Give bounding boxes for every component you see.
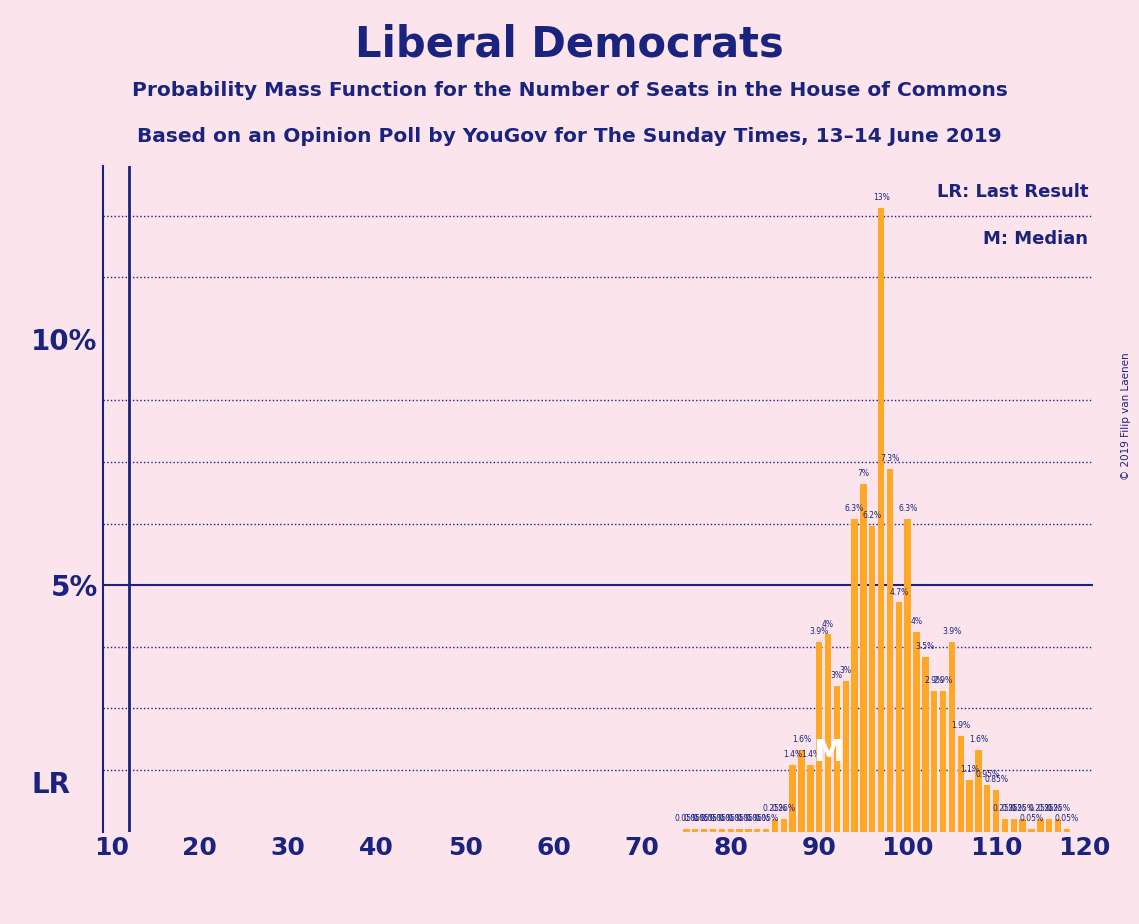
Text: 0.05%: 0.05% [719, 814, 743, 823]
Bar [984, 784, 991, 832]
Bar [895, 602, 902, 832]
Bar [904, 518, 911, 832]
Bar [878, 208, 884, 832]
Bar [869, 526, 876, 832]
Text: 0.25%: 0.25% [1002, 805, 1026, 813]
Text: 4%: 4% [822, 620, 834, 628]
Text: Probability Mass Function for the Number of Seats in the House of Commons: Probability Mass Function for the Number… [132, 81, 1007, 101]
Text: 1.9%: 1.9% [951, 721, 970, 730]
Bar [975, 750, 982, 832]
Text: 1.6%: 1.6% [792, 736, 811, 745]
Text: 0.05%: 0.05% [693, 814, 716, 823]
Text: 1.4%: 1.4% [801, 750, 820, 760]
Bar [966, 780, 973, 832]
Bar [693, 829, 698, 832]
Bar [710, 829, 716, 832]
Bar [940, 691, 947, 832]
Bar [851, 518, 858, 832]
Bar [798, 750, 804, 832]
Bar [683, 829, 689, 832]
Bar [763, 829, 769, 832]
Bar [1038, 820, 1043, 832]
Text: M: M [813, 738, 843, 767]
Text: 0.25%: 0.25% [763, 805, 787, 813]
Text: 3%: 3% [830, 672, 843, 680]
Bar [745, 829, 752, 832]
Bar [719, 829, 726, 832]
Bar [1046, 820, 1052, 832]
Text: 1.6%: 1.6% [969, 736, 988, 745]
Text: 0.05%: 0.05% [1019, 814, 1043, 823]
Text: 0.95%: 0.95% [975, 770, 999, 779]
Text: 0.25%: 0.25% [1046, 805, 1070, 813]
Text: 2.9%: 2.9% [934, 676, 952, 686]
Bar [887, 469, 893, 832]
Bar [825, 635, 831, 832]
Text: 0.05%: 0.05% [754, 814, 778, 823]
Bar [789, 765, 796, 832]
Text: 6.3%: 6.3% [845, 504, 865, 513]
Text: Liberal Democrats: Liberal Democrats [355, 23, 784, 65]
Text: 0.25%: 0.25% [1010, 805, 1034, 813]
Text: 3.5%: 3.5% [916, 642, 935, 650]
Bar [913, 632, 919, 832]
Bar [1010, 820, 1017, 832]
Text: LR: Last Result: LR: Last Result [937, 183, 1089, 201]
Bar [780, 819, 787, 832]
Bar [843, 681, 849, 832]
Text: 0.26%: 0.26% [772, 804, 796, 813]
Text: 4.7%: 4.7% [890, 588, 909, 597]
Text: 4%: 4% [910, 617, 923, 626]
Text: 0.25%: 0.25% [993, 805, 1017, 813]
Text: 3%: 3% [839, 666, 852, 675]
Bar [1019, 820, 1026, 832]
Text: 13%: 13% [872, 193, 890, 202]
Bar [931, 691, 937, 832]
Text: M: Median: M: Median [983, 229, 1089, 248]
Bar [754, 829, 761, 832]
Text: 2.9%: 2.9% [925, 676, 944, 686]
Bar [816, 642, 822, 832]
Text: 0.05%: 0.05% [1055, 814, 1079, 823]
Text: Based on an Opinion Poll by YouGov for The Sunday Times, 13–14 June 2019: Based on an Opinion Poll by YouGov for T… [137, 127, 1002, 146]
Text: 1.4%: 1.4% [782, 750, 802, 760]
Bar [834, 687, 841, 832]
Bar [958, 736, 964, 832]
Text: 0.05%: 0.05% [728, 814, 752, 823]
Bar [1064, 829, 1070, 832]
Text: 3.9%: 3.9% [942, 627, 961, 636]
Text: 0.05%: 0.05% [745, 814, 769, 823]
Bar [736, 829, 743, 832]
Bar [1029, 829, 1034, 832]
Text: 0.05%: 0.05% [736, 814, 761, 823]
Text: 0.05%: 0.05% [700, 814, 726, 823]
Bar [700, 829, 707, 832]
Text: 6.2%: 6.2% [862, 511, 882, 520]
Text: 6.3%: 6.3% [898, 504, 917, 513]
Text: 0.25%: 0.25% [1029, 805, 1052, 813]
Text: 0.05%: 0.05% [683, 814, 707, 823]
Bar [808, 765, 813, 832]
Text: 0.05%: 0.05% [710, 814, 734, 823]
Bar [949, 642, 956, 832]
Bar [923, 657, 928, 832]
Text: 0.85%: 0.85% [984, 775, 1008, 784]
Text: LR: LR [32, 772, 71, 799]
Text: 0.25%: 0.25% [1038, 805, 1062, 813]
Bar [772, 820, 778, 832]
Text: 0.05%: 0.05% [674, 814, 698, 823]
Bar [728, 829, 734, 832]
Text: 1.1%: 1.1% [960, 765, 980, 774]
Text: © 2019 Filip van Laenen: © 2019 Filip van Laenen [1121, 352, 1131, 480]
Text: 7%: 7% [858, 469, 869, 479]
Bar [1002, 820, 1008, 832]
Bar [860, 484, 867, 832]
Text: 3.9%: 3.9% [810, 627, 829, 636]
Bar [993, 790, 999, 832]
Bar [1055, 820, 1062, 832]
Text: 7.3%: 7.3% [880, 455, 900, 464]
